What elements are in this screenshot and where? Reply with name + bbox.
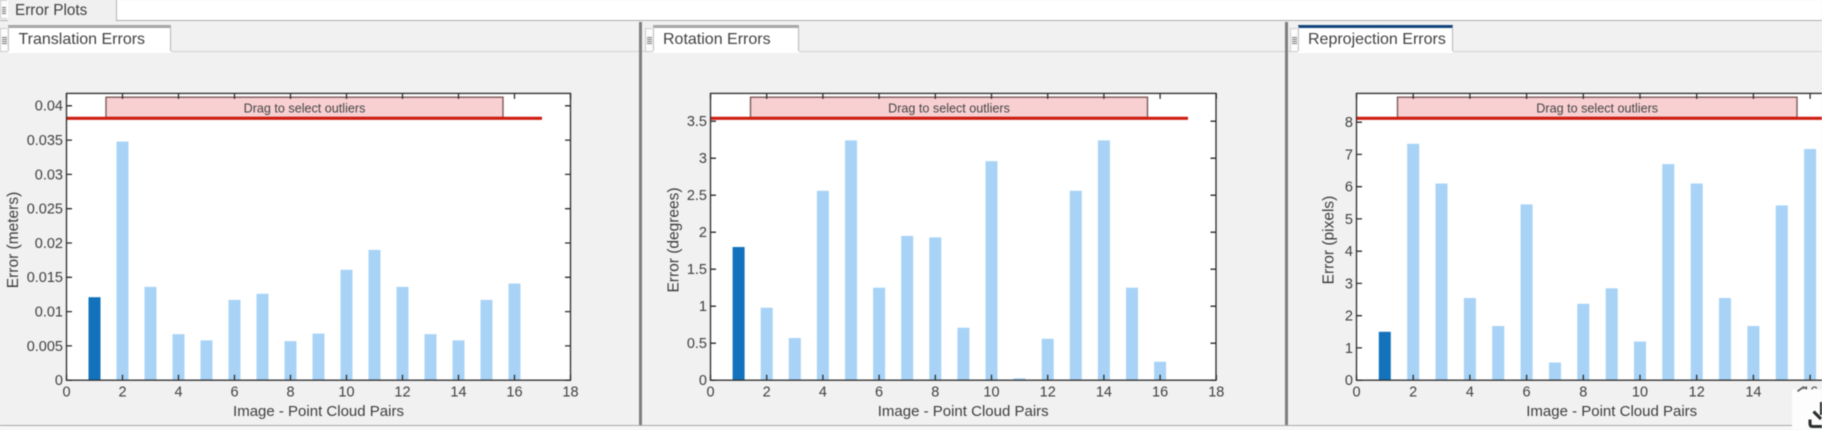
- svg-text:1: 1: [699, 299, 707, 315]
- svg-text:8: 8: [1345, 115, 1353, 131]
- svg-text:7: 7: [1345, 147, 1353, 163]
- svg-text:8: 8: [286, 385, 294, 401]
- svg-text:0: 0: [1345, 373, 1353, 389]
- svg-text:0.035: 0.035: [27, 133, 63, 149]
- svg-text:0: 0: [1352, 385, 1360, 401]
- svg-text:0.04: 0.04: [35, 99, 63, 115]
- svg-text:14: 14: [1745, 385, 1761, 401]
- svg-text:1.5: 1.5: [687, 262, 707, 278]
- svg-text:4: 4: [1345, 244, 1353, 260]
- svg-text:2: 2: [763, 385, 771, 401]
- svg-text:Image - Point Cloud Pairs: Image - Point Cloud Pairs: [878, 403, 1049, 420]
- svg-text:0.02: 0.02: [35, 236, 63, 252]
- svg-text:6: 6: [1345, 180, 1353, 196]
- svg-text:Drag to select outliers: Drag to select outliers: [888, 101, 1010, 115]
- svg-text:2: 2: [118, 385, 126, 401]
- svg-text:12: 12: [394, 385, 410, 401]
- svg-text:14: 14: [450, 385, 466, 401]
- svg-text:3: 3: [1345, 276, 1353, 292]
- svg-text:1: 1: [1345, 341, 1353, 357]
- svg-text:0.5: 0.5: [687, 336, 707, 352]
- svg-text:8: 8: [931, 385, 939, 401]
- svg-text:3: 3: [699, 151, 707, 167]
- svg-text:4: 4: [174, 385, 182, 401]
- svg-text:Drag to select outliers: Drag to select outliers: [1536, 101, 1658, 115]
- svg-text:2: 2: [1345, 309, 1353, 325]
- svg-text:0.015: 0.015: [27, 270, 63, 286]
- svg-text:0: 0: [699, 373, 707, 389]
- svg-text:6: 6: [1523, 385, 1531, 401]
- svg-text:4: 4: [1466, 385, 1474, 401]
- svg-text:0: 0: [62, 385, 70, 401]
- svg-text:18: 18: [1208, 385, 1224, 401]
- svg-text:14: 14: [1096, 385, 1112, 401]
- svg-text:6: 6: [230, 385, 238, 401]
- svg-text:0: 0: [55, 373, 63, 389]
- svg-text:16: 16: [1152, 385, 1168, 401]
- svg-text:Image - Point Cloud Pairs: Image - Point Cloud Pairs: [1526, 403, 1697, 420]
- svg-text:3.5: 3.5: [687, 114, 707, 130]
- svg-text:10: 10: [1632, 385, 1648, 401]
- svg-text:10: 10: [338, 385, 354, 401]
- svg-text:Image - Point Cloud Pairs: Image - Point Cloud Pairs: [233, 403, 404, 420]
- svg-text:2: 2: [699, 225, 707, 241]
- svg-text:0.01: 0.01: [35, 305, 63, 321]
- svg-text:12: 12: [1689, 385, 1705, 401]
- svg-text:Error (degrees): Error (degrees): [666, 187, 683, 292]
- svg-text:2: 2: [1409, 385, 1417, 401]
- svg-text:2.5: 2.5: [687, 188, 707, 204]
- svg-text:0: 0: [706, 385, 714, 401]
- svg-text:Error (meters): Error (meters): [5, 192, 22, 288]
- svg-text:Error (pixels): Error (pixels): [1321, 196, 1338, 285]
- svg-text:4: 4: [819, 385, 827, 401]
- svg-text:6: 6: [875, 385, 883, 401]
- svg-text:18: 18: [562, 385, 578, 401]
- svg-text:0.03: 0.03: [35, 167, 63, 183]
- svg-text:0.025: 0.025: [27, 202, 63, 218]
- svg-text:0.005: 0.005: [27, 339, 63, 355]
- svg-text:12: 12: [1040, 385, 1056, 401]
- svg-text:Drag to select outliers: Drag to select outliers: [244, 101, 366, 115]
- svg-text:5: 5: [1345, 212, 1353, 228]
- svg-text:16: 16: [506, 385, 522, 401]
- svg-text:10: 10: [983, 385, 999, 401]
- svg-text:8: 8: [1579, 385, 1587, 401]
